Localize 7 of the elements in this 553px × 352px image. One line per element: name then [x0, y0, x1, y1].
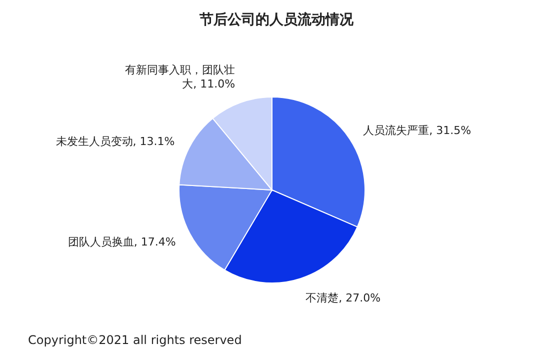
- slice-label: 不清楚, 27.0%: [306, 292, 381, 305]
- chart-title: 节后公司的人员流动情况: [198, 11, 354, 28]
- slice-label: 人员流失严重, 31.5%: [363, 124, 472, 138]
- slice-label: 团队人员换血, 17.4%: [68, 235, 176, 248]
- text: Copyright©2021 all rights reserved: [28, 333, 242, 347]
- slice-label: 有新同事入职，团队壮大, 11.0%: [125, 63, 236, 90]
- slice-label: 未发生人员变动, 13.1%: [56, 134, 175, 148]
